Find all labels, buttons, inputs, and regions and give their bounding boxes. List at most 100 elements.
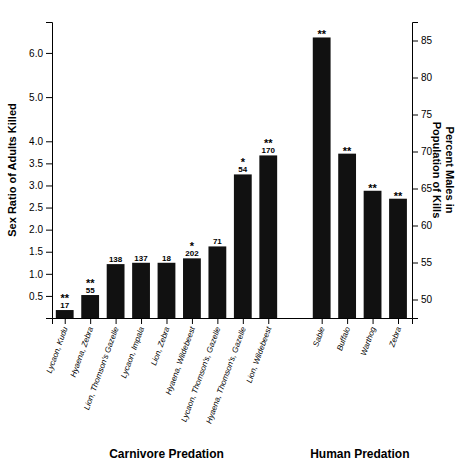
y-tick: 0.5 — [29, 291, 52, 302]
bar — [338, 154, 356, 318]
section-label: Human Predation — [310, 447, 409, 461]
sample-size-label: 138 — [109, 255, 123, 264]
x-tick-mark — [141, 318, 142, 324]
y-axis-line — [46, 23, 53, 319]
x-tick-mark — [192, 318, 193, 324]
x-axis: Lycaon, KuduHyaena, ZebraLion, Thomson's… — [45, 318, 413, 425]
significance-label: ** — [343, 145, 352, 157]
x-tick: Lycaon, Impala — [119, 318, 146, 379]
y-tick-label: 3.0 — [29, 180, 43, 191]
x-tick-label: Lycaon, Kudu — [45, 325, 70, 374]
bar — [389, 199, 407, 318]
sample-size-label: 137 — [134, 254, 148, 263]
plot: 0.5 1.0 1.5 2.0 2.5 3.0 3.5 4.0 5.0 6.0 50 55 60 65 70… — [6, 23, 456, 425]
significance-label: ** — [264, 137, 273, 149]
y2-tick: 50 — [412, 294, 433, 305]
bar — [259, 155, 277, 318]
x-tick: Lycaon, Kudu — [45, 318, 70, 374]
bar — [132, 263, 150, 318]
bar — [364, 191, 382, 318]
y-tick-label: 5.0 — [29, 92, 43, 103]
y2-tick-label: 60 — [421, 220, 433, 231]
x-axis-line — [53, 319, 413, 325]
significance-label: ** — [60, 292, 69, 304]
y-tick: 6.0 — [29, 48, 52, 59]
y-tick-mark — [46, 274, 52, 275]
y-tick-label: 0.5 — [29, 291, 43, 302]
y-tick-mark — [46, 163, 52, 164]
x-tick-mark — [217, 318, 218, 324]
y2-tick-mark — [412, 300, 418, 301]
y-tick-label: 2.0 — [29, 224, 43, 235]
y-tick-label: 1.0 — [29, 269, 43, 280]
bar — [107, 264, 125, 318]
bar — [158, 263, 176, 318]
y-tick: 1.0 — [29, 269, 52, 280]
x-tick-label: Warthog — [359, 325, 378, 357]
x-tick-label: Lion, Wildebeest — [245, 325, 274, 384]
sample-size-label: 18 — [162, 254, 171, 263]
y-tick-mark — [46, 296, 52, 297]
x-tick-label: Zebra — [387, 325, 403, 349]
y2-tick: 75 — [412, 109, 433, 120]
y-tick: 5.0 — [29, 92, 52, 103]
y2-tick-label: 55 — [421, 257, 433, 268]
x-tick: Zebra — [387, 318, 403, 349]
y-tick-label: 6.0 — [29, 48, 43, 59]
x-tick: Warthog — [359, 318, 378, 357]
x-tick-mark — [268, 318, 269, 324]
x-tick-mark — [90, 318, 91, 324]
x-tick-mark — [373, 318, 374, 324]
y-tick-label: 3.5 — [29, 158, 43, 169]
y-tick-mark — [46, 208, 52, 209]
y2-tick-mark — [412, 226, 418, 227]
bar — [313, 37, 331, 318]
x-tick-label: Sable — [311, 325, 327, 348]
y-tick-mark — [46, 252, 52, 253]
bar — [234, 174, 252, 318]
x-tick: Buffalo — [335, 318, 352, 352]
x-tick: Sable — [311, 318, 327, 348]
y-axis-title: Sex Ratio of Adults Killed — [6, 103, 18, 236]
y2-tick-label: 80 — [421, 72, 433, 83]
y2-tick: 65 — [412, 183, 433, 194]
y2-axis-title: Percent Males inPopulation of Kills — [431, 122, 456, 219]
sample-size-label: 71 — [213, 237, 222, 246]
x-tick: Lion, Thomson's Gazelle — [82, 318, 121, 411]
y2-axis-title-line: Population of Kills — [431, 122, 443, 219]
section-label: Carnivore Predation — [109, 447, 224, 461]
y2-tick-label: 50 — [421, 294, 433, 305]
x-tick: Hyaena, Thomson's, Gazelle — [204, 318, 248, 425]
bar-labels: 17**55**13813718202*7154*170********** — [60, 28, 403, 310]
significance-label: * — [241, 156, 246, 168]
bar — [183, 258, 201, 318]
bar — [56, 310, 74, 318]
y-tick-label: 1.5 — [29, 246, 43, 257]
y2-tick-label: 75 — [421, 109, 433, 120]
y-tick: 3.5 — [29, 158, 52, 169]
y2-axis-line — [413, 23, 419, 319]
y-tick: 2.5 — [29, 202, 52, 213]
bars — [56, 37, 407, 318]
x-tick-label: Hyaena, Zebra — [69, 325, 96, 378]
y-tick: 2.0 — [29, 224, 52, 235]
x-tick-mark — [322, 318, 323, 324]
y-tick: 4.0 — [29, 136, 52, 147]
y2-tick: 85 — [412, 35, 433, 46]
y2-tick-mark — [412, 78, 418, 79]
y-axis: 0.5 1.0 1.5 2.0 2.5 3.0 3.5 4.0 5.0 6.0 — [29, 23, 52, 319]
x-tick-mark — [65, 318, 66, 324]
y-tick-mark — [46, 141, 52, 142]
y2-tick-mark — [412, 189, 418, 190]
y-tick-mark — [46, 230, 52, 231]
y2-tick-mark — [412, 152, 418, 153]
x-tick: Lion, Zebra — [149, 318, 171, 367]
x-tick-label: Buffalo — [335, 325, 352, 352]
significance-label: ** — [317, 28, 326, 40]
y-tick-mark — [46, 185, 52, 186]
y2-tick-label: 85 — [421, 35, 433, 46]
y2-tick: 60 — [412, 220, 433, 231]
x-tick-mark — [243, 318, 244, 324]
y2-tick: 70 — [412, 146, 433, 157]
significance-label: ** — [368, 182, 377, 194]
